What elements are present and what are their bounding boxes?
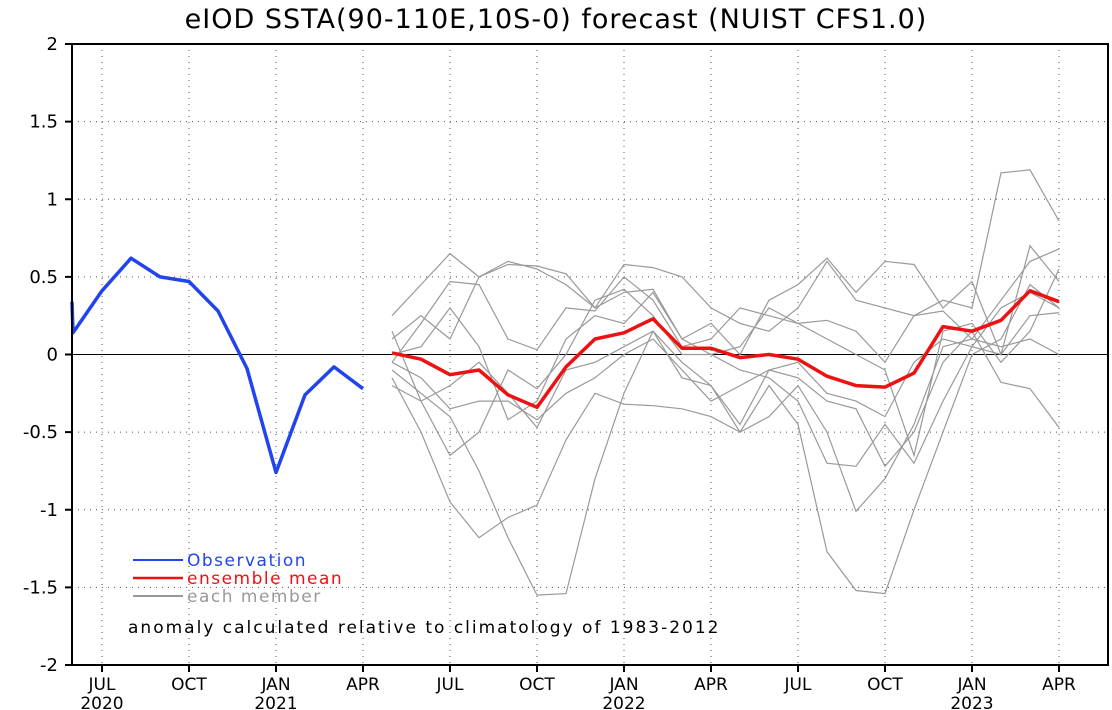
x-tick-month: JUL	[88, 675, 116, 695]
member-line	[391, 338, 1060, 539]
y-tick-label: 2	[47, 34, 58, 55]
member-line	[391, 283, 1060, 596]
x-tick-month: JUL	[436, 675, 464, 695]
member-line	[391, 330, 1060, 468]
x-tick-year: 2021	[254, 694, 297, 710]
y-tick-label: 1.5	[29, 112, 58, 133]
y-tick-label: -2	[40, 655, 58, 676]
chart-note: anomaly calculated relative to climatolo…	[128, 618, 721, 638]
x-tick-month: OCT	[867, 675, 903, 695]
x-tick-year: 2020	[80, 694, 123, 710]
x-tick-month: JAN	[956, 675, 986, 695]
x-tick-month: JAN	[260, 675, 290, 695]
y-tick-label: 0	[47, 345, 58, 366]
y-tick-label: -1	[40, 500, 58, 521]
legend-label: Observation	[187, 551, 307, 571]
x-tick-month: JUL	[784, 675, 812, 695]
member-lines	[391, 169, 1060, 596]
member-line	[391, 288, 1060, 467]
x-tick-month: APR	[346, 675, 380, 695]
x-tick-month: OCT	[171, 675, 207, 695]
member-line	[391, 312, 1060, 421]
y-tick-label: 0.5	[29, 267, 58, 288]
x-tick-month: APR	[694, 675, 728, 695]
x-tick-year: 2023	[950, 694, 993, 710]
y-tick-label: -1.5	[23, 577, 58, 598]
member-line	[391, 268, 1060, 458]
member-line	[391, 169, 1060, 332]
y-tick-label: -0.5	[23, 422, 58, 443]
member-line	[391, 244, 1060, 357]
x-tick-month: JAN	[608, 675, 638, 695]
ensemble-mean-line	[391, 289, 1060, 410]
y-axis: 2 1.5 1 0.5 0 -0.5 -1 -1.5 -2	[23, 34, 72, 676]
observation-line	[70, 256, 365, 475]
series-lines	[70, 256, 1060, 475]
x-tick-month: OCT	[519, 675, 555, 695]
legend-label: each member	[187, 587, 322, 607]
x-tick-month: APR	[1042, 675, 1076, 695]
y-tick-label: 1	[47, 189, 58, 210]
member-line	[391, 248, 1060, 364]
legend-label: ensemble mean	[187, 569, 343, 589]
x-tick-year: 2022	[602, 694, 645, 710]
chart-title: eIOD SSTA(90-110E,10S-0) forecast (NUIST…	[185, 4, 928, 35]
